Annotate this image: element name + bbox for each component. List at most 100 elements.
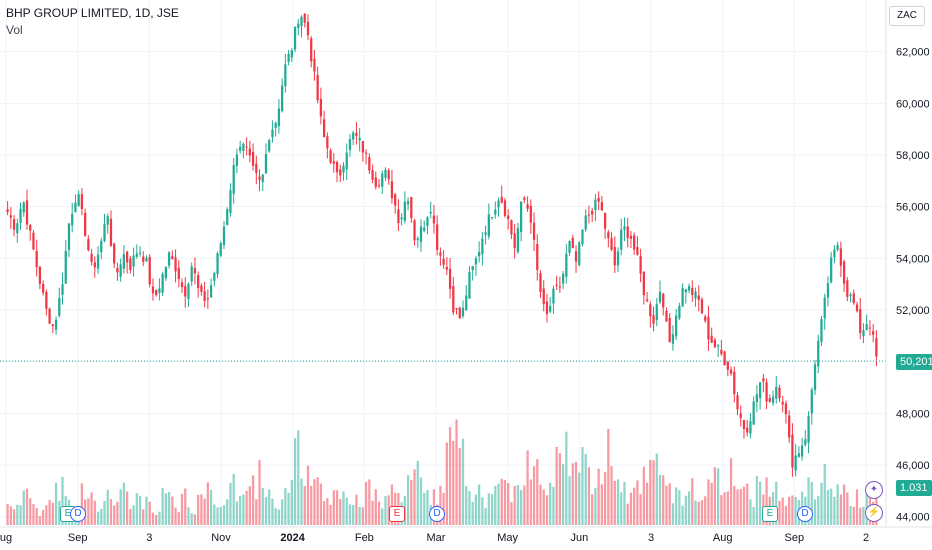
volume-bar (235, 501, 239, 525)
volume-bar (364, 481, 368, 525)
volume-bar (523, 485, 526, 525)
candle-body (532, 222, 536, 240)
volume-bar (862, 506, 865, 525)
earnings-event-marker[interactable]: E (762, 506, 778, 522)
volume-bar (652, 460, 655, 525)
volume-bar (788, 496, 791, 525)
candle-body (432, 215, 436, 224)
volume-bar (368, 479, 371, 525)
volume-bar (849, 506, 852, 525)
candle-body (155, 290, 158, 296)
dividend-event-marker[interactable]: D (797, 506, 813, 522)
candle-body (342, 165, 345, 173)
candle-body (613, 247, 616, 266)
candle-body (652, 315, 655, 324)
candle-body (93, 262, 96, 268)
candle-body (413, 220, 416, 241)
volume-bar (6, 504, 9, 525)
candle-body (371, 170, 374, 180)
volume-bar (513, 485, 516, 525)
candle-body (306, 21, 310, 36)
candle-body (151, 286, 155, 294)
volume-indicator-label[interactable]: Vol (6, 23, 23, 37)
candle-body (436, 224, 439, 250)
candle-body (184, 286, 187, 297)
volume-bar (445, 442, 448, 525)
volume-bar (526, 450, 529, 525)
candle-body (478, 251, 481, 257)
candle-body (352, 132, 355, 140)
candle-body (281, 85, 284, 112)
candle-body (704, 316, 707, 321)
candle-body (397, 209, 400, 224)
candle-body (591, 210, 594, 215)
volume-bar (833, 496, 836, 525)
compass-icon[interactable]: ✦ (865, 481, 883, 499)
volume-bar (765, 477, 768, 525)
volume-bar (271, 498, 274, 525)
candle-body (755, 394, 759, 403)
candle-body (300, 16, 303, 27)
volume-bar (355, 494, 358, 525)
candle-body (536, 244, 539, 270)
candle-body (752, 401, 755, 425)
candle-body (849, 294, 852, 296)
volume-bar (691, 478, 694, 525)
volume-bar (603, 471, 607, 525)
candle-body (720, 349, 723, 354)
volume-bar (823, 463, 826, 525)
candle-body (555, 284, 558, 286)
candle-body (513, 233, 516, 249)
dividend-event-marker[interactable]: D (70, 506, 86, 522)
candle-body (122, 254, 126, 269)
candle-body (765, 382, 768, 402)
volume-bar (536, 459, 539, 525)
candle-body (633, 235, 636, 250)
candle-body (729, 369, 733, 374)
volume-bar (710, 482, 713, 525)
volume-bar (465, 486, 468, 525)
volume-bar (668, 483, 671, 525)
candle-body (603, 213, 607, 229)
candle-body (836, 244, 839, 250)
volume-bar (93, 500, 96, 525)
volume-bar (497, 483, 500, 525)
candle-body (568, 241, 571, 253)
volume-bar (649, 459, 652, 525)
volume-bar (138, 495, 142, 525)
candle-body (697, 295, 700, 300)
candle-body (788, 415, 791, 438)
candle-body (578, 242, 581, 266)
volume-bar (361, 507, 365, 525)
volume-bar (51, 502, 54, 525)
candle-body (287, 53, 290, 63)
volume-bar (587, 467, 591, 525)
earnings-event-marker[interactable]: E (389, 506, 405, 522)
currency-button[interactable]: ZAC (889, 6, 925, 26)
candle-body (100, 240, 103, 253)
candle-body (629, 235, 633, 239)
candle-body (61, 284, 64, 295)
symbol-title[interactable]: BHP GROUP LIMITED, 1D, JSE (6, 6, 179, 20)
candle-body (710, 335, 713, 343)
time-axis[interactable]: ug Sep 3 Nov 2024 Feb Mar May Jun 3 Aug Sep 2 (0, 532, 869, 544)
candle-body (264, 153, 268, 174)
volume-bar (813, 499, 817, 525)
dividend-event-marker[interactable]: D (429, 506, 445, 522)
lightning-icon[interactable]: ⚡ (865, 504, 883, 522)
volume-bar (552, 486, 555, 525)
volume-bar (507, 482, 510, 525)
candle-body (762, 378, 765, 382)
price-axis[interactable]: 44,00046,00048,00050,00052,00054,00056,0… (896, 47, 930, 524)
candle-body (222, 226, 226, 246)
candle-body (626, 226, 629, 239)
candle-body (768, 398, 771, 402)
candle-body (145, 258, 148, 262)
candle-body (361, 141, 365, 153)
volume-bar (720, 495, 723, 525)
volume-bar (9, 506, 12, 525)
volume-bar (461, 438, 465, 525)
volume-bar (758, 481, 762, 525)
candle-body (303, 13, 306, 23)
